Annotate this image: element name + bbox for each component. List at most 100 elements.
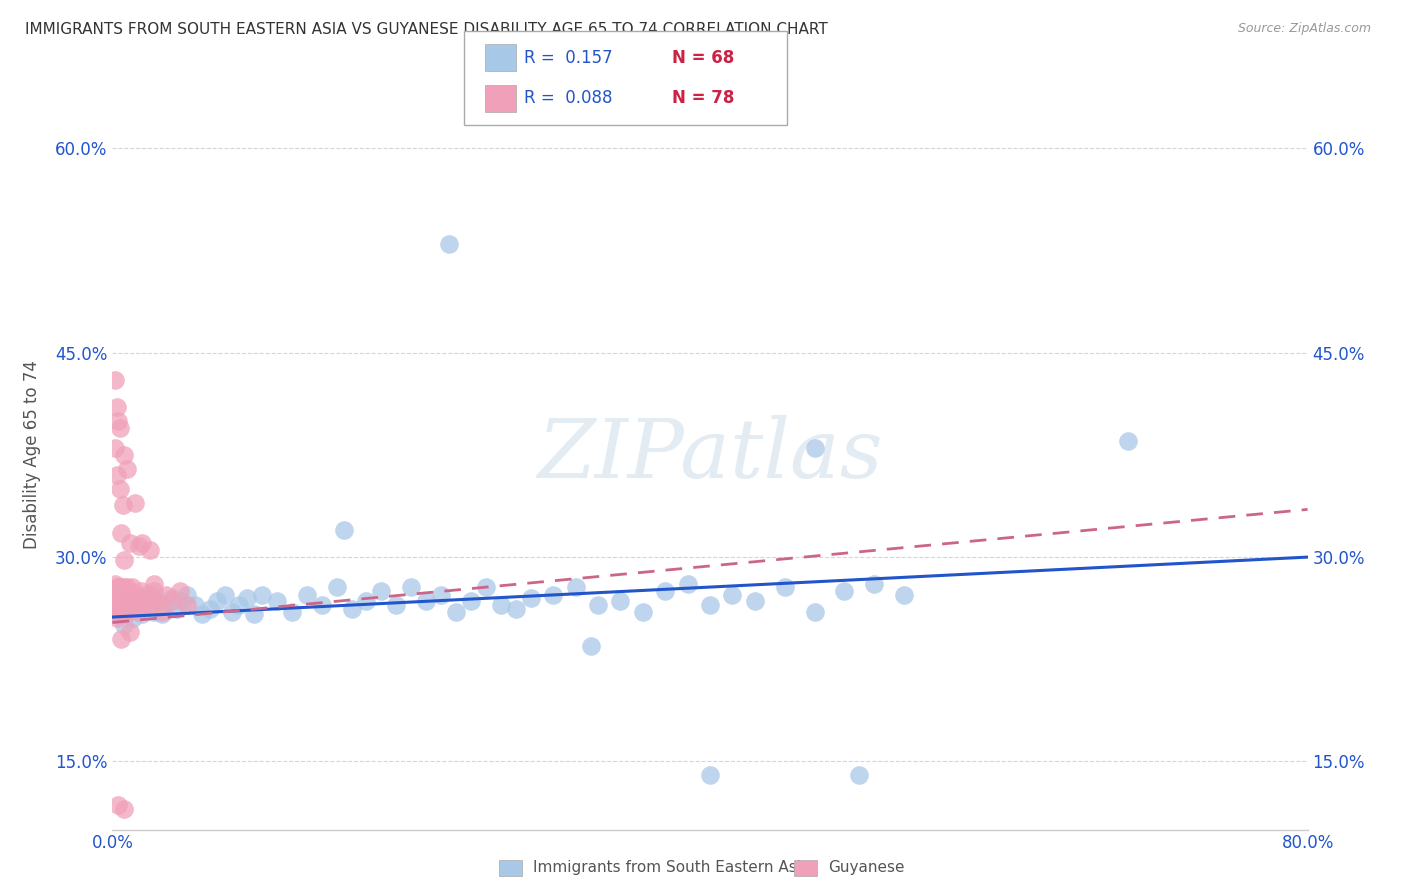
Point <box>110 580 132 594</box>
Point <box>114 618 135 632</box>
Point <box>107 588 129 602</box>
Point <box>166 602 188 616</box>
Text: Guyanese: Guyanese <box>828 861 904 875</box>
Point <box>114 802 135 816</box>
Point <box>117 605 139 619</box>
Point <box>131 536 153 550</box>
Point <box>176 588 198 602</box>
Point <box>114 602 135 616</box>
Point <box>107 593 129 607</box>
Point <box>370 584 392 599</box>
Text: Source: ZipAtlas.com: Source: ZipAtlas.com <box>1237 22 1371 36</box>
Point <box>107 414 129 428</box>
Point <box>699 768 721 782</box>
Point <box>385 598 408 612</box>
Point <box>134 588 156 602</box>
Point <box>121 580 143 594</box>
Point <box>848 768 870 782</box>
Point <box>103 605 125 619</box>
Point <box>115 584 138 599</box>
Point <box>114 593 135 607</box>
Point <box>437 236 460 251</box>
Point <box>401 580 423 594</box>
Point <box>128 591 150 605</box>
Point <box>699 598 721 612</box>
Point <box>150 605 173 619</box>
Point <box>311 598 333 612</box>
Point <box>250 588 273 602</box>
Point <box>104 373 127 387</box>
Text: IMMIGRANTS FROM SOUTH EASTERN ASIA VS GUYANESE DISABILITY AGE 65 TO 74 CORRELATI: IMMIGRANTS FROM SOUTH EASTERN ASIA VS GU… <box>25 22 828 37</box>
Y-axis label: Disability Age 65 to 74: Disability Age 65 to 74 <box>24 360 41 549</box>
Point <box>191 607 214 622</box>
Point <box>110 588 132 602</box>
Text: ZIPatlas: ZIPatlas <box>537 415 883 495</box>
Point <box>114 448 135 462</box>
Point <box>108 482 131 496</box>
Point <box>111 584 134 599</box>
Point <box>134 598 156 612</box>
Point <box>115 607 138 622</box>
Point <box>115 598 138 612</box>
Point <box>125 602 148 616</box>
Point <box>460 593 482 607</box>
Point <box>654 584 676 599</box>
Point <box>104 607 127 622</box>
Point <box>120 625 142 640</box>
Point <box>108 602 131 616</box>
Point <box>170 593 193 607</box>
Point <box>155 598 177 612</box>
Point <box>169 584 191 599</box>
Point <box>893 588 915 602</box>
Point <box>108 420 131 434</box>
Point <box>128 593 150 607</box>
Point <box>475 580 498 594</box>
Point <box>141 598 163 612</box>
Point <box>117 593 139 607</box>
Point <box>150 607 173 622</box>
Point <box>198 602 221 616</box>
Point <box>111 598 134 612</box>
Point <box>117 598 139 612</box>
Point <box>131 607 153 622</box>
Point <box>104 591 127 605</box>
Point <box>281 605 304 619</box>
Point <box>107 798 129 813</box>
Point <box>108 607 131 622</box>
Point <box>110 632 132 646</box>
Point <box>108 605 131 619</box>
Point <box>110 525 132 540</box>
Point <box>118 598 141 612</box>
Point <box>138 593 160 607</box>
Point <box>128 539 150 553</box>
Point <box>579 639 602 653</box>
Point <box>721 588 744 602</box>
Point <box>586 598 609 612</box>
Point <box>120 536 142 550</box>
Point <box>120 593 142 607</box>
Point <box>125 588 148 602</box>
Point <box>105 588 128 602</box>
Point <box>114 580 135 594</box>
Point <box>183 598 205 612</box>
Point <box>243 607 266 622</box>
Point <box>139 543 162 558</box>
Point <box>108 593 131 607</box>
Point <box>105 401 128 415</box>
Point <box>228 598 250 612</box>
Point <box>110 598 132 612</box>
Point <box>103 588 125 602</box>
Point <box>162 593 183 607</box>
Point <box>1118 434 1140 449</box>
Point <box>631 605 654 619</box>
Point <box>111 499 134 513</box>
Point <box>266 593 288 607</box>
Point <box>105 598 128 612</box>
Point <box>117 580 139 594</box>
Point <box>162 591 183 605</box>
Text: R =  0.088: R = 0.088 <box>524 89 613 107</box>
Point <box>834 584 856 599</box>
Point <box>609 593 631 607</box>
Point <box>205 593 228 607</box>
Point <box>122 593 145 607</box>
